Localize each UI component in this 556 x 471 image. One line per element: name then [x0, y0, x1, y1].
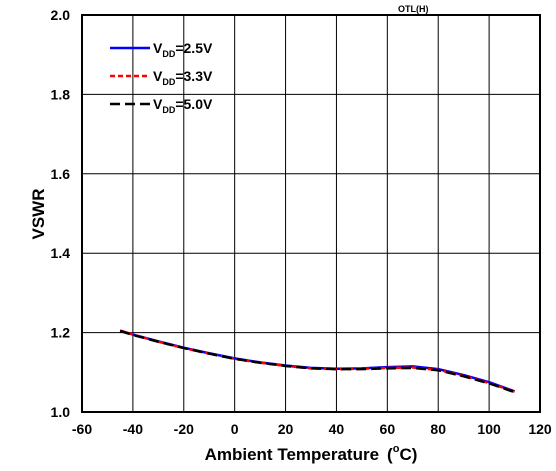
series-line-2: [119, 329, 515, 393]
x-tick-labels: -60 -40 -20 0 20 40 60 80 100 120: [72, 421, 552, 437]
y-tick-label-2: 1.4: [51, 245, 71, 261]
y-axis-title: VSWR: [29, 189, 48, 240]
x-tick-label-4: 20: [278, 421, 294, 437]
x-tick-label-0: -60: [72, 421, 92, 437]
x-tick-label-7: 80: [430, 421, 446, 437]
x-tick-label-9: 120: [528, 421, 552, 437]
legend-label-1: VDD=2.5V: [153, 40, 213, 59]
x-axis-title: Ambient Temperature (oC): [205, 443, 418, 464]
series-line-3: [119, 329, 515, 394]
x-tick-label-5: 40: [329, 421, 345, 437]
x-tick-label-8: 100: [477, 421, 501, 437]
y-tick-labels: 1.0 1.2 1.4 1.6 1.8 2.0: [51, 7, 71, 420]
series-line-1: [119, 329, 515, 393]
legend-label-2: VDD=3.3V: [153, 68, 213, 87]
plot-frame: [81, 14, 541, 413]
corner-label: OTL(H): [398, 4, 429, 14]
x-tick-label-6: 60: [380, 421, 396, 437]
x-tick-label-2: -20: [174, 421, 194, 437]
grid-lines: [81, 14, 541, 413]
x-tick-label-1: -40: [123, 421, 143, 437]
y-tick-label-1: 1.2: [51, 325, 71, 341]
y-tick-label-0: 1.0: [51, 404, 71, 420]
data-series: [119, 329, 515, 394]
y-tick-label-4: 1.8: [51, 86, 71, 102]
legend: VDD=2.5V VDD=3.3V VDD=5.0V: [110, 40, 213, 115]
x-tick-label-3: 0: [231, 421, 239, 437]
legend-label-3: VDD=5.0V: [153, 96, 213, 115]
y-tick-label-5: 2.0: [51, 7, 71, 23]
y-tick-label-3: 1.6: [51, 166, 71, 182]
